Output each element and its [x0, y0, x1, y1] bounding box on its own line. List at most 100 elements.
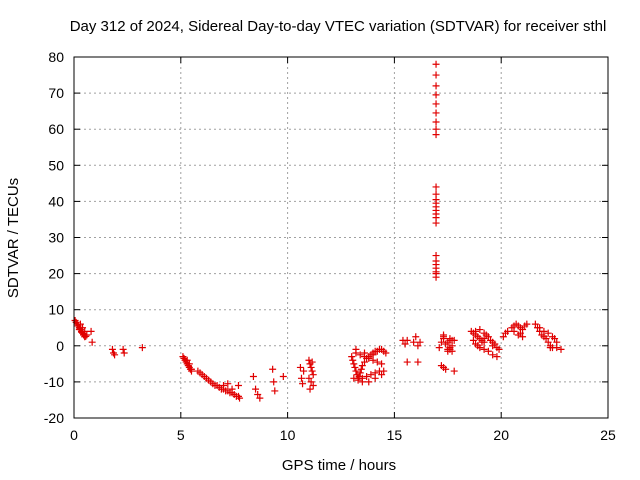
data-point — [478, 338, 486, 346]
chart-title: Day 312 of 2024, Sidereal Day-to-day VTE… — [70, 18, 607, 35]
data-point — [307, 363, 315, 371]
data-point — [308, 358, 316, 366]
data-point — [83, 331, 91, 339]
data-point — [357, 365, 365, 373]
data-point — [403, 336, 411, 344]
data-point — [249, 372, 257, 380]
x-tick-label: 15 — [387, 427, 403, 443]
data-point — [296, 363, 304, 371]
data-point — [234, 382, 242, 390]
data-point — [544, 329, 552, 337]
data-point — [484, 347, 492, 355]
data-point — [183, 356, 191, 364]
data-point — [410, 338, 418, 346]
data-point — [269, 365, 277, 373]
data-point — [367, 371, 375, 379]
data-point — [369, 351, 377, 359]
data-point — [185, 360, 193, 368]
data-point — [493, 344, 501, 352]
data-point — [351, 363, 359, 371]
y-tick-label: -10 — [44, 374, 64, 390]
data-point — [350, 374, 358, 382]
data-point — [516, 329, 524, 337]
data-point — [499, 333, 507, 341]
data-point — [414, 358, 422, 366]
data-point — [536, 324, 544, 332]
data-point — [553, 344, 561, 352]
data-point — [450, 367, 458, 375]
data-point — [228, 385, 236, 393]
x-tick-label: 10 — [280, 427, 296, 443]
data-point — [472, 327, 480, 335]
data-point — [252, 385, 260, 393]
data-point — [356, 351, 364, 359]
data-point — [476, 344, 484, 352]
data-point — [432, 109, 440, 117]
y-tick-label: 80 — [48, 49, 64, 65]
data-points — [71, 60, 565, 402]
data-point — [414, 342, 422, 350]
data-point — [432, 219, 440, 227]
data-point — [440, 331, 448, 339]
data-point — [270, 378, 278, 386]
data-point — [403, 358, 411, 366]
data-point — [254, 391, 262, 399]
data-point — [358, 378, 366, 386]
data-point — [279, 372, 287, 380]
x-tick-label: 5 — [177, 427, 185, 443]
data-point — [87, 327, 95, 335]
data-point — [510, 327, 518, 335]
data-point — [350, 360, 358, 368]
y-axis-label: SDTVAR / TECUs — [5, 178, 22, 298]
data-point — [358, 362, 366, 370]
data-point — [531, 320, 539, 328]
data-point — [416, 338, 424, 346]
data-point — [519, 333, 527, 341]
data-point — [360, 349, 368, 357]
data-point — [76, 320, 84, 328]
data-point — [308, 367, 316, 375]
y-tick-label: 60 — [48, 121, 64, 137]
data-point — [540, 327, 548, 335]
data-point — [365, 354, 373, 362]
data-point — [309, 382, 317, 390]
data-point — [476, 326, 484, 334]
data-point — [412, 333, 420, 341]
data-point — [354, 376, 362, 384]
data-point — [356, 369, 364, 377]
x-tick-label: 20 — [493, 427, 509, 443]
data-point — [365, 378, 373, 386]
y-tick-label: -20 — [44, 410, 64, 426]
y-tick-label: 40 — [48, 193, 64, 209]
data-point — [448, 347, 456, 355]
y-tick-label: 0 — [56, 338, 64, 354]
data-point — [546, 344, 554, 352]
data-point — [432, 100, 440, 108]
data-point — [111, 351, 119, 359]
data-point — [557, 345, 565, 353]
data-point — [442, 365, 450, 373]
data-point — [469, 336, 477, 344]
data-point — [108, 345, 116, 353]
data-point — [432, 82, 440, 90]
y-tick-label: 10 — [48, 302, 64, 318]
data-point — [401, 340, 409, 348]
data-point — [435, 344, 443, 352]
x-axis-label: GPS time / hours — [282, 457, 396, 474]
data-point — [480, 329, 488, 337]
data-point — [523, 320, 531, 328]
data-point — [306, 385, 314, 393]
data-point — [432, 183, 440, 191]
data-point — [271, 387, 279, 395]
data-point — [373, 358, 381, 366]
data-point — [432, 118, 440, 126]
data-point — [493, 353, 501, 361]
x-tick-labels: 0 5 10 15 20 25 — [70, 427, 616, 443]
data-point — [432, 131, 440, 139]
data-point — [544, 338, 552, 346]
x-tick-label: 25 — [600, 427, 616, 443]
data-point — [504, 327, 512, 335]
y-tick-label: 70 — [48, 85, 64, 101]
data-point — [300, 367, 308, 375]
